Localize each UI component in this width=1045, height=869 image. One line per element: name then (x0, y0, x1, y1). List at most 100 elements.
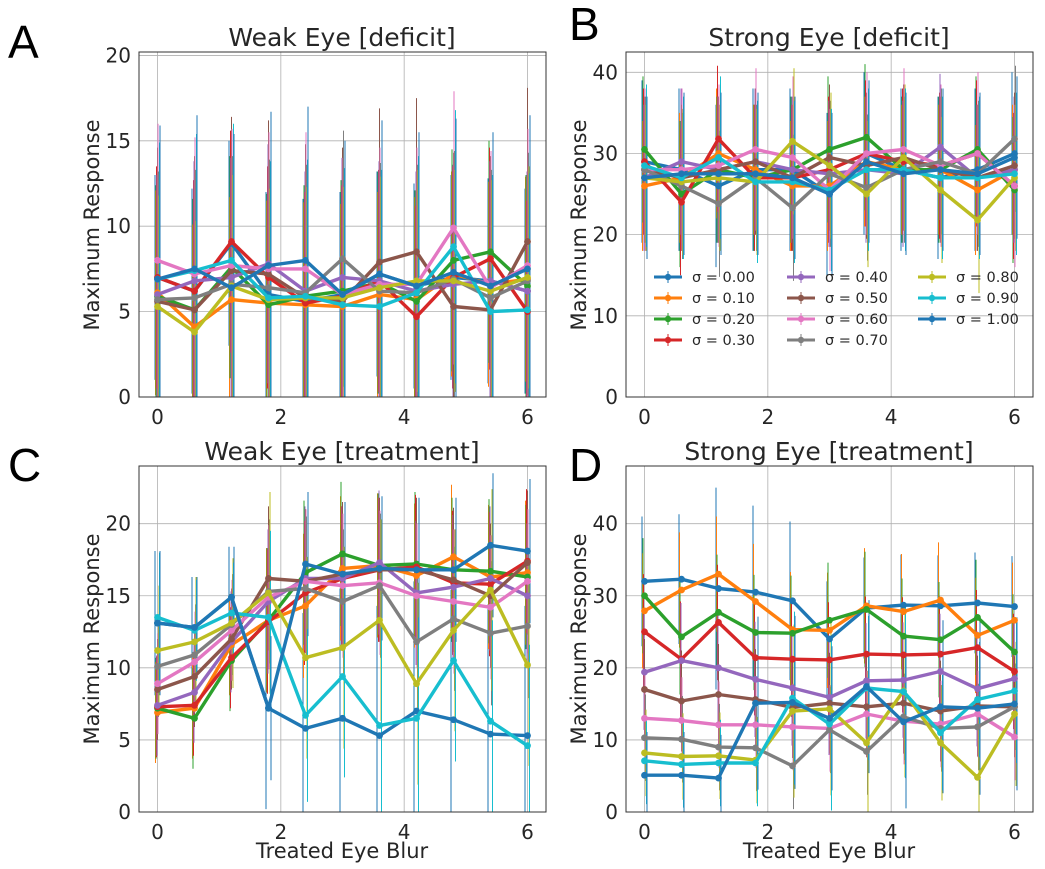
panel-a-data-point (228, 267, 235, 275)
panel-c-data-point (450, 576, 457, 584)
panel-d-data-point (826, 616, 833, 624)
panel-d-data-point (678, 761, 685, 768)
panel-a-title: Weak Eye [deficit] (228, 23, 455, 52)
panel-d-data-point (974, 599, 981, 607)
panel-a-data-point (154, 303, 161, 310)
panel-c-data-point (339, 570, 346, 578)
panel-b-data-point (715, 182, 722, 190)
panel-b-data-point (863, 166, 870, 174)
panel-d-data-point (826, 626, 833, 634)
panel-a-data-point (265, 270, 272, 278)
panel-a-data-point (413, 313, 420, 321)
panel-b-data-point (789, 154, 796, 161)
panel-a-data-point (487, 294, 494, 302)
panel-d-data-point (937, 596, 944, 604)
panel-a-xtick-label: 2 (274, 405, 287, 429)
panel-b-data-point (789, 137, 796, 145)
legend-label: σ = 0.30 (692, 333, 755, 349)
panel-d-data-point (937, 668, 944, 675)
panel-d-data-point (752, 654, 759, 662)
panel-c-data-point (524, 577, 531, 585)
panel-d-data-point (974, 723, 981, 731)
panel-a-data-point (228, 284, 235, 292)
panel-a-data-point (413, 282, 420, 290)
legend-marker-swatch (797, 315, 805, 323)
panel-a-data-point (154, 291, 161, 298)
legend-marker-swatch (928, 294, 936, 302)
panel-b-data-point (715, 170, 722, 178)
panel-c-xtick-label: 4 (398, 820, 411, 844)
panel-b-data-point (715, 200, 722, 208)
panel-c-data-point (302, 577, 309, 585)
panel-a-data-point (450, 256, 457, 264)
panel-d-data-point (937, 739, 944, 747)
panel-a-xtick-label: 6 (521, 405, 534, 429)
panel-d-data-point (641, 668, 648, 676)
panel-c-data-point (228, 593, 235, 601)
panel-d-data-point (752, 598, 759, 605)
panel-c-axes-frame (138, 465, 547, 813)
panel-d-data-point (789, 762, 796, 770)
panel-d-data-point (974, 613, 981, 621)
panel-b-series-9 (641, 154, 1018, 194)
panel-c-data-point (191, 651, 198, 659)
panel-b-data-point (789, 204, 796, 212)
panel-c-data-point (191, 658, 198, 666)
panel-c-ylabel: Maximum Response (80, 533, 104, 744)
panel-c-data-point (154, 647, 161, 654)
legend-marker-swatch (797, 336, 805, 344)
panel-d-data-point (789, 723, 796, 731)
panel-d-axes-frame (625, 465, 1034, 813)
panel-d-data-point (1011, 687, 1018, 695)
panel-d-data-point (937, 703, 944, 711)
panel-d-data-point (715, 608, 722, 616)
panel-d-data-point (1011, 700, 1018, 708)
panel-d-data-point (789, 699, 796, 706)
panel-c-data-point (191, 688, 198, 696)
panel-d-data-point (1011, 733, 1018, 741)
panel-c-data-point (228, 626, 235, 634)
legend-label: σ = 1.00 (956, 312, 1019, 328)
panel-c-data-point (524, 661, 531, 669)
panel-d-strong-eye-treatment: D Strong Eye [treatment] Maximum Respons… (567, 437, 1034, 863)
panel-c-xtick-label: 2 (274, 820, 287, 844)
panel-d-data-point (826, 635, 833, 643)
panel-c-data-point (191, 624, 198, 631)
panel-c-data-point (413, 638, 420, 646)
panel-d-data-point (826, 693, 833, 701)
panel-b-data-point (937, 158, 944, 165)
panel-b-data-point (937, 186, 944, 194)
panel-d-data-point (678, 735, 685, 743)
panel-letter-d: D (569, 439, 602, 491)
panel-a-axes-frame (138, 51, 547, 398)
panel-a-data-point (450, 243, 457, 251)
panel-c-data-point (154, 662, 161, 670)
panel-d-data-point (641, 607, 648, 615)
panel-a-ytick-label: 15 (106, 129, 131, 153)
panel-a-data-point (413, 289, 420, 297)
panel-c-data-point (487, 575, 494, 582)
panel-a-data-point (450, 277, 457, 285)
legend-marker-swatch (928, 273, 936, 281)
panel-c-data-point (487, 580, 494, 588)
legend-item: σ = 0.70 (787, 333, 888, 349)
legend-item: σ = 0.90 (918, 291, 1019, 307)
panel-d-data-point (863, 703, 870, 711)
legend-label: σ = 0.60 (825, 312, 888, 328)
panel-d-series-0 (641, 575, 1018, 643)
legend-item: σ = 0.40 (787, 270, 888, 286)
panel-b-data-point (715, 162, 722, 170)
panel-a-data-point (302, 256, 309, 264)
panel-b-ylabel: Maximum Response (567, 119, 591, 330)
panel-b-data-point (1011, 170, 1018, 178)
panel-a-data-point (450, 268, 457, 276)
panel-d-data-point (752, 629, 759, 636)
panel-d-data-point (678, 753, 685, 760)
legend-marker-swatch (797, 273, 805, 281)
panel-d-data-point (752, 699, 759, 707)
panel-d-ytick-label: 20 (593, 656, 618, 680)
panel-c-series-10 (154, 541, 531, 712)
panel-c-data-point (376, 564, 383, 572)
panel-c-data-point (154, 619, 161, 627)
